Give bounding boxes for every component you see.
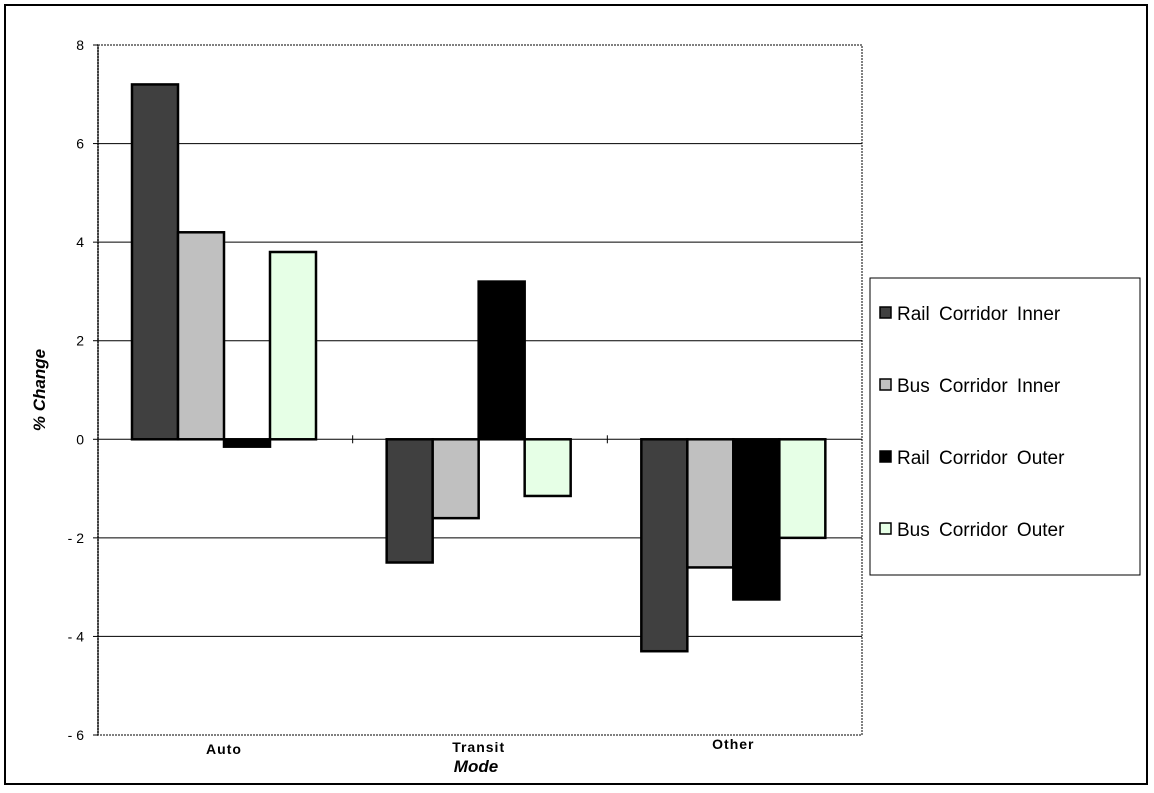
legend: Rail Corridor Inner Bus Corridor Inner Rai…	[869, 277, 1141, 576]
y-axis-title: % Change	[30, 349, 49, 431]
y-tick-label: - 2	[68, 530, 85, 546]
bar	[778, 438, 827, 540]
x-category-label: Transit	[452, 739, 505, 755]
bar	[477, 280, 526, 441]
x-category-label: Auto	[206, 741, 242, 757]
y-tick-label: 4	[76, 234, 84, 250]
bar	[640, 438, 689, 653]
legend-entry: Bus Corridor Outer	[897, 520, 1065, 541]
legend-swatch	[879, 378, 892, 391]
legend-entry: Bus Corridor Inner	[897, 376, 1061, 397]
legend-swatch	[879, 306, 892, 319]
y-tick-label: - 4	[68, 628, 85, 644]
y-tick-label: - 6	[68, 727, 85, 743]
bar	[385, 438, 434, 564]
x-category-labels: Auto Transit Other	[206, 736, 754, 757]
bars	[130, 83, 827, 653]
x-category-label: Other	[712, 736, 754, 752]
bar	[268, 250, 318, 441]
y-tick-label: 6	[76, 136, 84, 152]
bar	[176, 231, 226, 441]
y-tick-label: 2	[76, 333, 84, 349]
bar	[222, 438, 272, 448]
legend-entry: Rail Corridor Outer	[897, 448, 1065, 469]
legend-swatch	[879, 522, 892, 535]
y-tick-label: 0	[76, 431, 84, 447]
x-axis-title: Mode	[454, 757, 498, 776]
bar	[686, 438, 735, 569]
y-tick-label: 8	[76, 37, 84, 53]
y-tick-labels: 8 6 4 2 0 - 2 - 4 - 6	[68, 37, 85, 743]
axes	[93, 44, 862, 736]
bar	[732, 438, 781, 601]
legend-entry: Rail Corridor Inner	[897, 304, 1061, 325]
bar	[523, 438, 572, 498]
legend-swatch	[879, 450, 892, 463]
legend-box	[869, 277, 1141, 576]
bar	[130, 83, 180, 441]
bar	[431, 438, 480, 520]
